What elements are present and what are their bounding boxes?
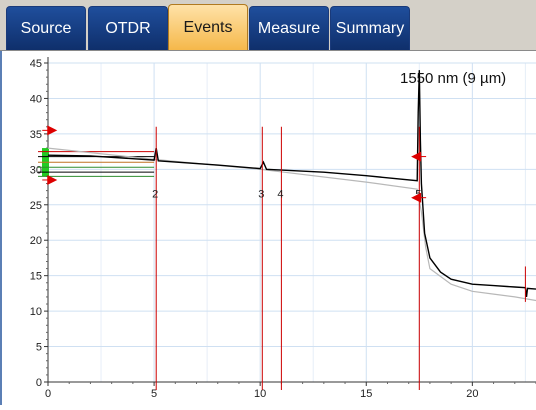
chart-axes <box>47 57 536 383</box>
event-label: 2 <box>152 189 158 201</box>
y-tick-label: 15 <box>30 271 42 283</box>
x-tick-label: 15 <box>360 388 372 400</box>
event-label: 4 <box>277 189 283 201</box>
y-tick-label: 30 <box>30 164 42 176</box>
chart-traces <box>47 70 536 302</box>
y-tick-label: 10 <box>30 306 42 318</box>
x-tick-label: 5 <box>151 388 157 400</box>
trace-current <box>47 70 536 297</box>
event-label: 3 <box>258 189 264 201</box>
y-tick-label: 20 <box>30 235 42 247</box>
tab-summary[interactable]: Summary <box>330 6 410 50</box>
chart-events: 2345 <box>152 126 526 390</box>
chart-title: 1550 nm (9 µm) <box>400 70 506 87</box>
chart-markers <box>42 125 427 203</box>
y-tick-label: 40 <box>30 93 42 105</box>
tab-otdr[interactable]: OTDR <box>88 6 168 50</box>
y-tick-label: 25 <box>30 200 42 212</box>
x-tick-label: 0 <box>45 388 51 400</box>
tab-events[interactable]: Events <box>168 4 248 50</box>
y-tick-label: 0 <box>36 377 42 389</box>
y-tick-label: 45 <box>30 58 42 70</box>
x-tick-label: 10 <box>254 388 266 400</box>
tab-bar: Source OTDR Events Measure Summary <box>0 0 536 51</box>
chart-ticks: 0 5 10 15 20 25 30 35 40 45 0 5 10 15 20 <box>30 58 536 400</box>
x-tick-label: 20 <box>466 388 478 400</box>
tab-source[interactable]: Source <box>6 6 86 50</box>
y-tick-label: 5 <box>36 342 42 354</box>
y-tick-label: 35 <box>30 129 42 141</box>
tab-measure[interactable]: Measure <box>249 6 329 50</box>
chart-grid <box>47 62 536 383</box>
chart-reference-lines <box>38 148 155 177</box>
